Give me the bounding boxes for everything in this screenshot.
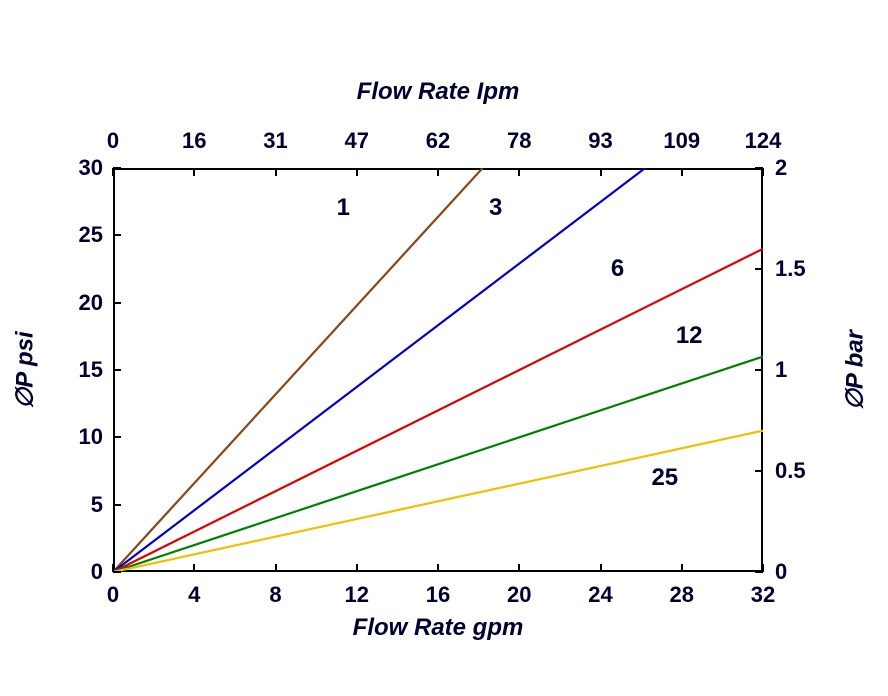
tick-label: 4 [169,582,219,608]
tick-label: 5 [58,492,103,518]
tick-mark [600,168,602,176]
tick-mark [275,168,277,176]
tick-mark [113,436,121,438]
tick-mark [112,168,114,176]
tick-mark [518,564,520,572]
tick-mark [113,504,121,506]
tick-label: 2 [775,155,825,181]
tick-mark [600,564,602,572]
tick-mark [755,268,763,270]
tick-mark [356,564,358,572]
tick-label: 1 [775,357,825,383]
tick-label: 1.5 [775,256,825,282]
tick-mark [755,167,763,169]
tick-label: 8 [251,582,301,608]
series-label-3: 3 [489,194,502,222]
tick-label: 0 [775,559,825,585]
axis-title: Flow Rate gpm [353,614,524,642]
tick-mark [113,302,121,304]
series-label-6: 6 [611,255,624,283]
tick-mark [755,470,763,472]
tick-label: 124 [733,128,793,154]
series-label-1: 1 [337,194,350,222]
tick-label: 25 [58,222,103,248]
tick-label: 16 [413,582,463,608]
axis-title: ∅P bar [841,330,870,410]
tick-label: 0 [58,559,103,585]
axis-title: Flow Rate Ipm [357,78,520,106]
tick-mark [755,571,763,573]
tick-mark [113,167,121,169]
tick-mark [755,369,763,371]
tick-mark [518,168,520,176]
tick-mark [193,564,195,572]
tick-label: 12 [332,582,382,608]
chart-container: 1361225048121620242832016314762789310912… [0,0,888,696]
tick-mark [681,564,683,572]
tick-mark [113,234,121,236]
series-line-3 [113,168,645,572]
tick-mark [681,168,683,176]
tick-label: 78 [489,128,549,154]
tick-label: 93 [571,128,631,154]
tick-label: 0 [88,582,138,608]
axis-title: ∅P psi [11,331,40,408]
tick-label: 0.5 [775,458,825,484]
tick-label: 30 [58,155,103,181]
tick-mark [193,168,195,176]
tick-mark [113,571,121,573]
series-line-25 [113,431,763,572]
series-label-12: 12 [676,322,703,350]
tick-label: 24 [576,582,626,608]
tick-label: 20 [494,582,544,608]
tick-label: 20 [58,290,103,316]
tick-label: 31 [246,128,306,154]
series-label-25: 25 [651,464,678,492]
tick-mark [762,168,764,176]
tick-label: 32 [738,582,788,608]
tick-label: 0 [83,128,143,154]
tick-mark [113,369,121,371]
tick-label: 16 [164,128,224,154]
tick-label: 10 [58,424,103,450]
tick-label: 109 [652,128,712,154]
tick-mark [275,564,277,572]
tick-label: 28 [657,582,707,608]
tick-label: 47 [327,128,387,154]
series-line-6 [113,249,763,572]
tick-mark [437,168,439,176]
tick-mark [356,168,358,176]
tick-mark [437,564,439,572]
tick-label: 62 [408,128,468,154]
series-lines [113,168,763,572]
tick-label: 15 [58,357,103,383]
